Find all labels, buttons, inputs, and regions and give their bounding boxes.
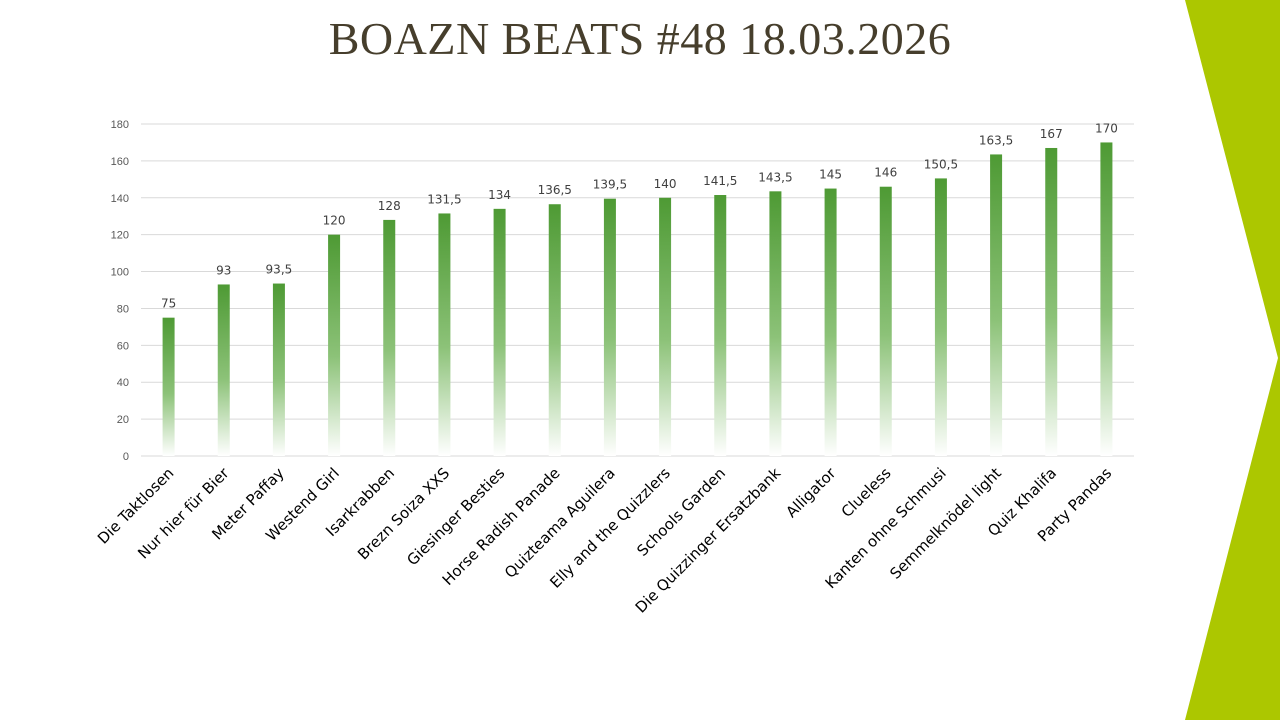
- page-title: BOAZN BEATS #48 18.03.2026: [328, 13, 952, 64]
- data-label: 93,5: [266, 263, 293, 277]
- bar: [990, 154, 1003, 456]
- data-label: 136,5: [538, 183, 572, 197]
- bar: [162, 317, 175, 456]
- bar: [328, 234, 341, 456]
- data-label: 170: [1095, 121, 1118, 135]
- bar: [272, 283, 285, 456]
- data-label: 150,5: [924, 157, 958, 171]
- data-label: 93: [216, 263, 231, 277]
- bar: [934, 178, 947, 456]
- bar: [824, 188, 837, 457]
- data-label: 120: [323, 214, 346, 228]
- data-label: 75: [161, 297, 176, 311]
- y-tick-label: 80: [117, 303, 129, 315]
- y-tick-label: 100: [111, 267, 129, 279]
- y-tick-label: 40: [117, 377, 129, 389]
- data-label: 167: [1040, 127, 1063, 141]
- bar: [769, 191, 782, 457]
- bar: [493, 208, 506, 456]
- data-label: 139,5: [593, 178, 627, 192]
- bar: [1100, 142, 1113, 456]
- y-tick-label: 120: [111, 230, 129, 242]
- category-label: Alligator: [782, 464, 840, 522]
- y-tick-label: 20: [117, 414, 129, 426]
- bar: [438, 213, 451, 456]
- data-label: 143,5: [758, 170, 792, 184]
- data-label: 131,5: [427, 192, 461, 206]
- bar: [603, 198, 616, 456]
- y-axis-ticks: 0 20 40 60 80 100 120 140 160 180: [111, 119, 129, 463]
- category-label: Brezn Soiza XXS: [354, 464, 453, 563]
- bar: [383, 219, 396, 456]
- data-labels: 75 93 93,5 120 128 131,5 134 136,5 139,5 140 141,5…: [161, 121, 1118, 310]
- data-label: 145: [819, 168, 842, 182]
- bar: [714, 195, 727, 456]
- bar: [548, 204, 561, 456]
- bar: [217, 284, 230, 456]
- gridlines: [141, 123, 1134, 457]
- data-label: 141,5: [703, 174, 737, 188]
- data-label: 128: [378, 199, 401, 213]
- data-label: 163,5: [979, 133, 1013, 147]
- data-label: 146: [874, 166, 897, 180]
- data-label: 134: [488, 188, 511, 202]
- bar: [659, 197, 672, 456]
- bar: [1045, 147, 1058, 456]
- y-tick-label: 180: [111, 119, 129, 131]
- bar: [879, 186, 892, 456]
- data-label: 140: [654, 177, 677, 191]
- category-label: Clueless: [838, 464, 895, 521]
- bars: [162, 142, 1113, 457]
- category-label: Giesinger Besties: [403, 464, 508, 569]
- y-tick-label: 160: [111, 156, 129, 168]
- y-tick-label: 140: [111, 193, 129, 205]
- y-tick-label: 0: [123, 451, 129, 463]
- y-tick-label: 60: [117, 340, 129, 352]
